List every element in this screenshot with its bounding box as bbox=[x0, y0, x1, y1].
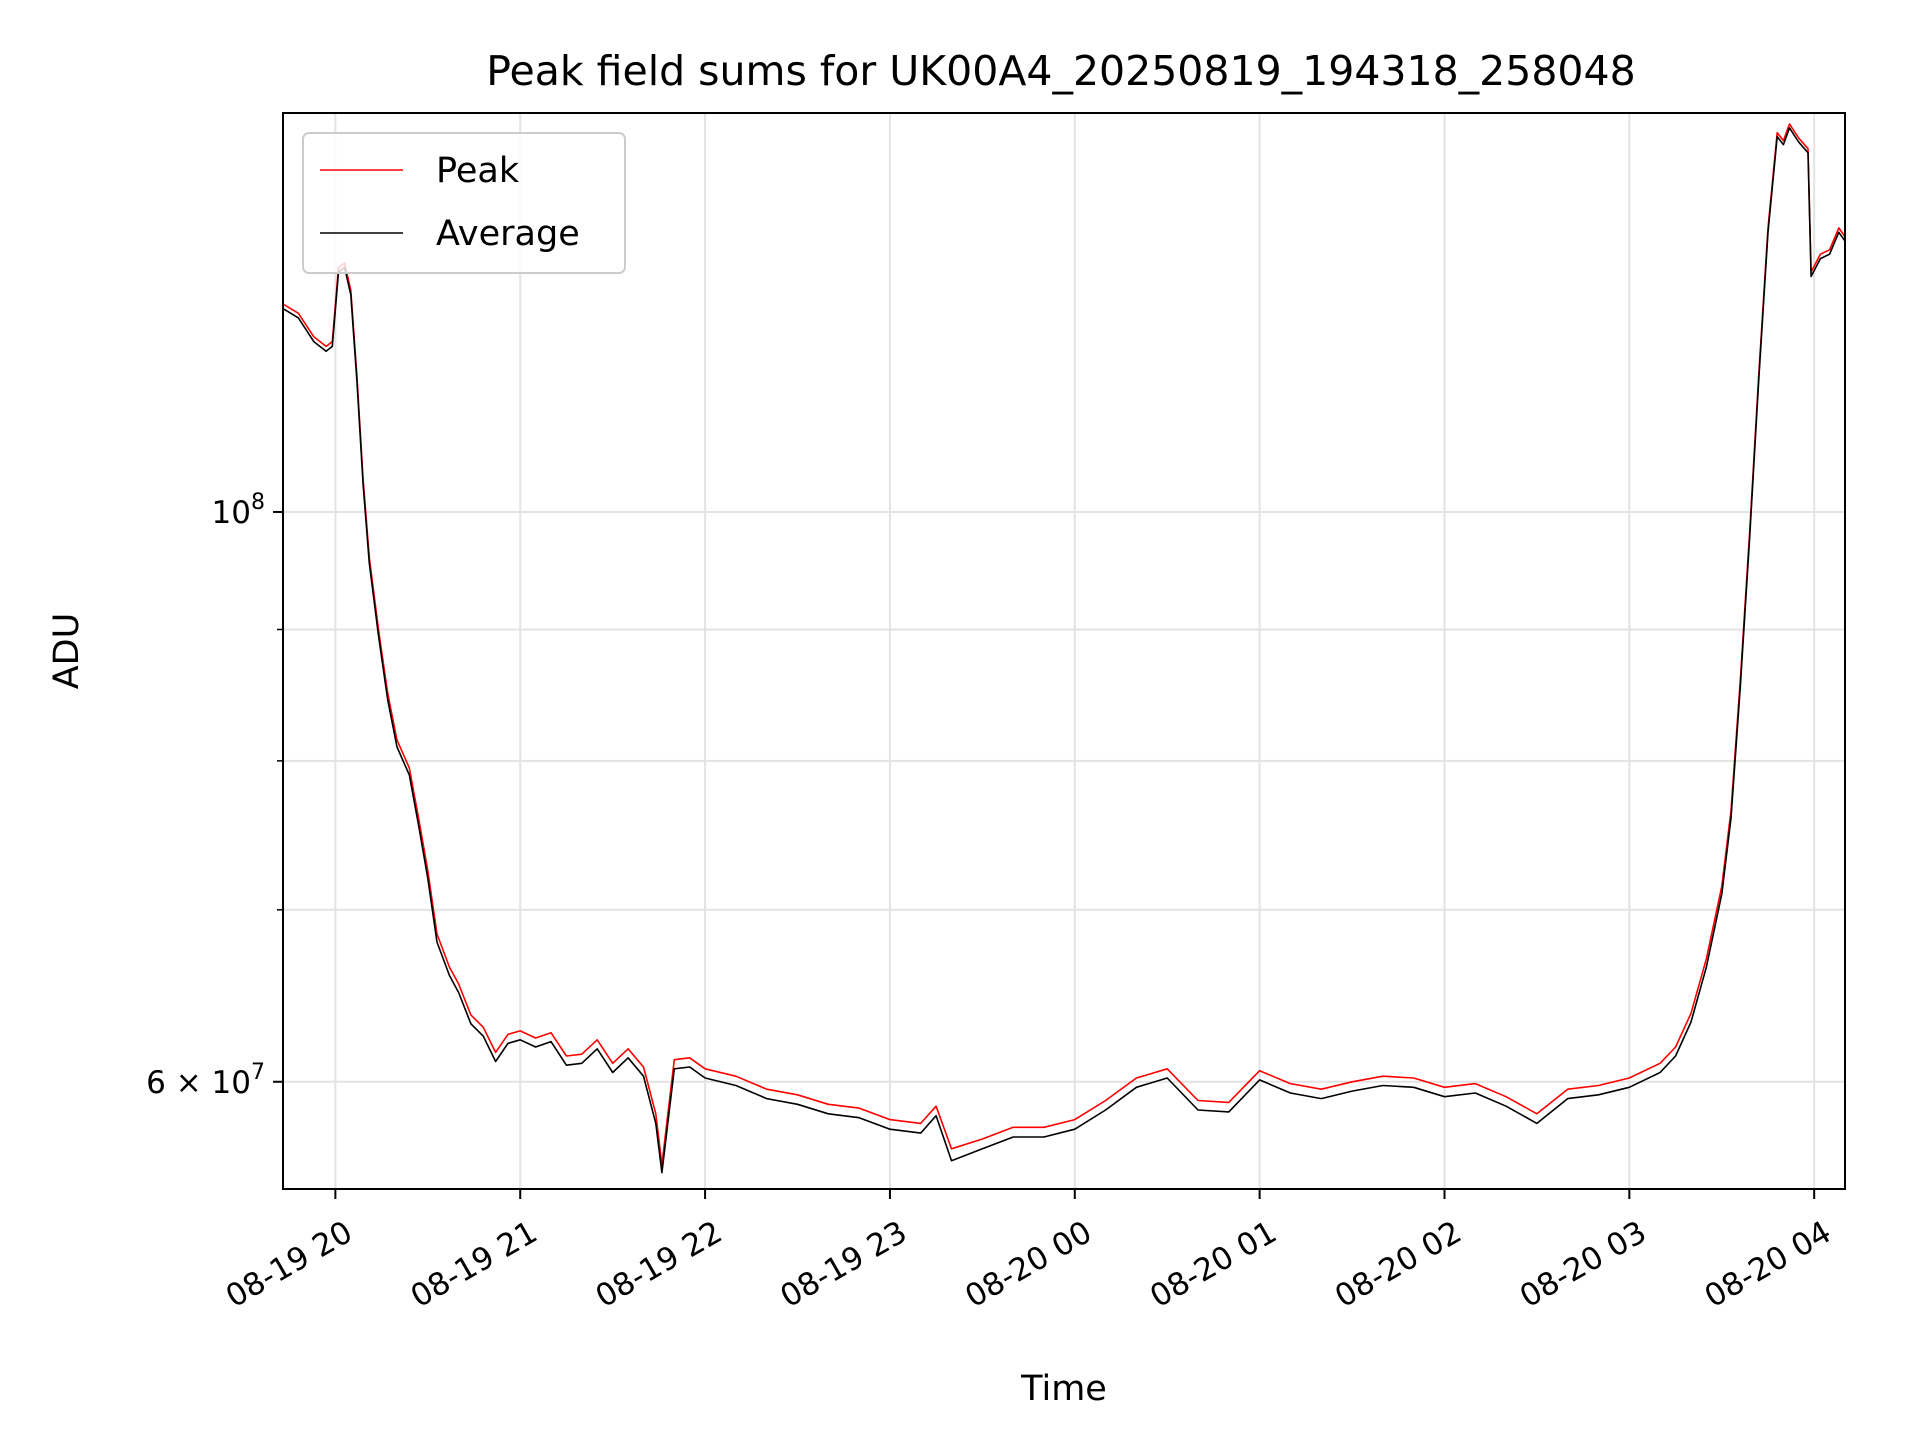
y-tick-label-exponent: 8 bbox=[251, 490, 265, 515]
y-tick-label-base: 6 × 10 bbox=[146, 1065, 251, 1101]
legend-label: Average bbox=[436, 214, 580, 254]
y-tick-label-exponent: 7 bbox=[251, 1060, 265, 1085]
plot-frame bbox=[282, 112, 1846, 1190]
series-line-average bbox=[282, 127, 1846, 1174]
plot-area bbox=[282, 123, 1846, 1174]
y-tick-label: 108 bbox=[212, 490, 265, 531]
y-axis: 108 6 × 107 bbox=[146, 490, 283, 1101]
legend-label: Peak bbox=[436, 151, 520, 191]
y-tick-label: 6 × 107 bbox=[146, 1060, 265, 1101]
x-axis-label: Time bbox=[1020, 1369, 1107, 1409]
legend: Peak Average bbox=[302, 132, 626, 274]
legend-box bbox=[302, 132, 626, 274]
chart-title: Peak field sums for UK00A4_20250819_1943… bbox=[486, 47, 1635, 95]
y-tick-label-base: 10 bbox=[212, 495, 251, 531]
series-line-peak bbox=[282, 123, 1846, 1166]
y-axis-label: ADU bbox=[47, 613, 87, 690]
grid bbox=[283, 113, 1845, 1189]
